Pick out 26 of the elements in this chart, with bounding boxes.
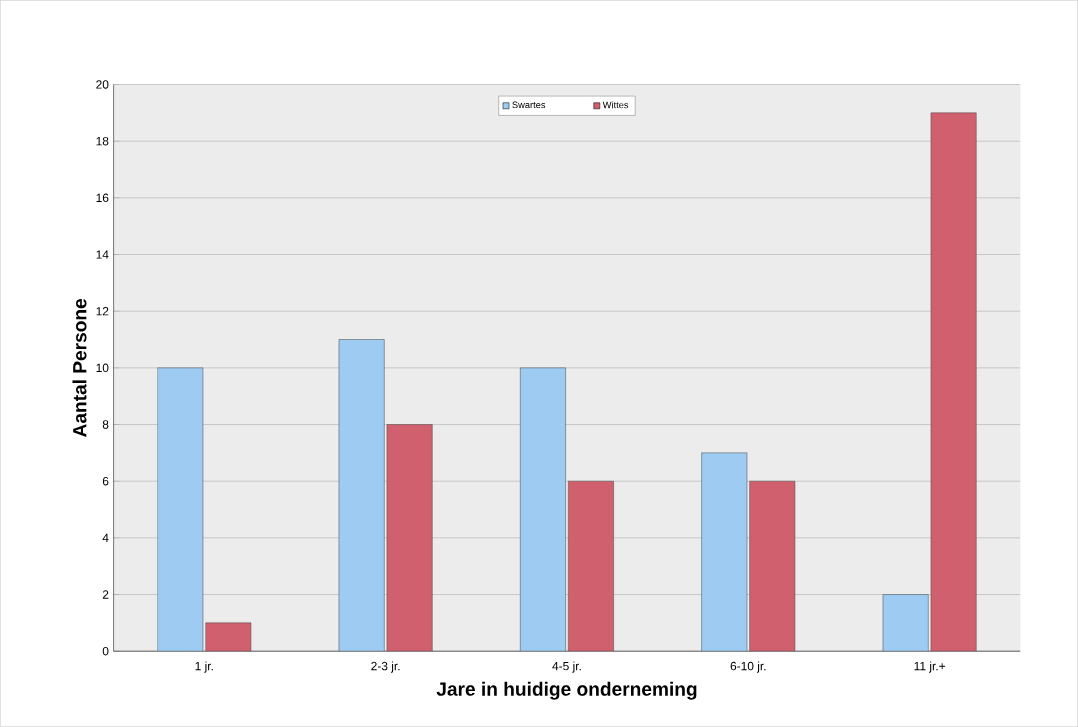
bar xyxy=(205,622,252,652)
y-axis-title: Aantal Persone xyxy=(72,298,87,437)
x-tick-label: 4-5 jr. xyxy=(552,661,581,673)
x-tick-label: 2-3 jr. xyxy=(371,661,400,673)
legend-label: Wittes xyxy=(602,101,629,109)
bar xyxy=(882,594,929,652)
x-tick-label: 1 jr. xyxy=(195,661,213,673)
y-tick-label: 12 xyxy=(96,307,109,316)
y-tick-label: 8 xyxy=(102,420,109,429)
y-tick-label: 10 xyxy=(96,363,109,373)
x-tick-label: 6-10 jr. xyxy=(730,661,766,673)
bar xyxy=(930,112,977,652)
y-tick-label: 0 xyxy=(102,646,109,656)
bar xyxy=(157,367,204,652)
y-tick-label: 6 xyxy=(102,476,109,486)
x-axis-title: Jare in huidige onderneming xyxy=(436,681,697,700)
y-tick-label: 2 xyxy=(102,590,109,599)
y-tick-label: 16 xyxy=(96,193,109,203)
y-tick-label: 14 xyxy=(96,250,109,259)
bar xyxy=(568,480,614,652)
y-tick-label: 20 xyxy=(96,80,109,89)
y-tick-label: 4 xyxy=(102,533,109,542)
y-tick-label: 18 xyxy=(96,136,109,146)
legend-label: Swartes xyxy=(512,101,546,109)
bar xyxy=(520,367,566,652)
x-tick-label: 11 jr.+ xyxy=(914,661,946,673)
